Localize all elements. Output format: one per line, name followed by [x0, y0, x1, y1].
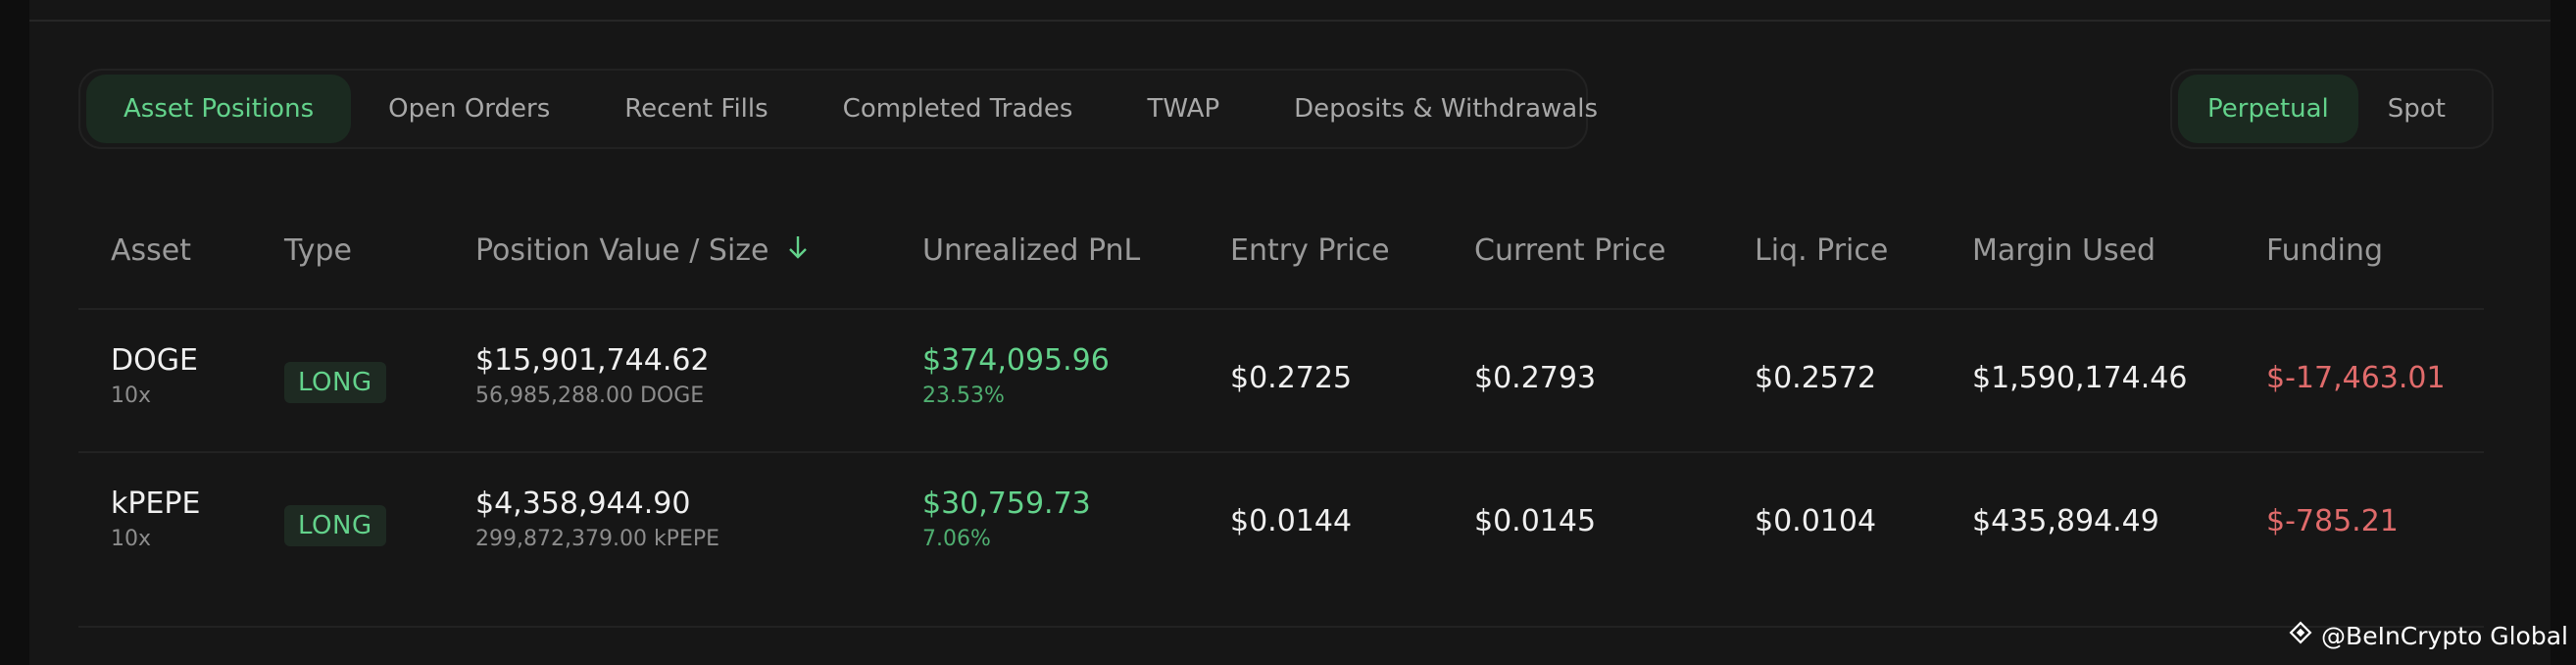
column-entry-price[interactable]: Entry Price — [1230, 233, 1390, 268]
tab-twap[interactable]: TWAP — [1147, 94, 1220, 124]
pnl-percent: 23.53% — [922, 384, 1005, 408]
watermark-text: @BeInCrypto Global — [2321, 621, 2568, 650]
asset-cell: kPEPE 10x — [111, 486, 200, 551]
funding-value: $-785.21 — [2266, 504, 2399, 538]
pnl-cell: $30,759.73 7.06% — [922, 486, 1091, 551]
position-cell: $15,901,744.62 56,985,288.00 DOGE — [475, 343, 710, 408]
tab-perpetual[interactable]: Perpetual — [2178, 75, 2358, 143]
position-cell: $4,358,944.90 299,872,379.00 kPEPE — [475, 486, 719, 551]
position-type-badge: LONG — [284, 505, 386, 546]
asset-leverage: 10x — [111, 527, 152, 551]
type-cell: LONG — [284, 362, 386, 403]
top-divider — [29, 20, 2551, 22]
tab-deposits-withdrawals[interactable]: Deposits & Withdrawals — [1294, 94, 1598, 124]
pnl-percent: 7.06% — [922, 527, 991, 551]
liq-price: $0.0104 — [1755, 504, 1877, 538]
tab-asset-positions[interactable]: Asset Positions — [86, 75, 352, 143]
pnl-cell: $374,095.96 23.53% — [922, 343, 1110, 408]
pnl-value: $374,095.96 — [922, 343, 1110, 378]
position-size: 299,872,379.00 kPEPE — [475, 527, 720, 551]
column-liq-price[interactable]: Liq. Price — [1755, 233, 1889, 268]
row-divider — [78, 451, 2484, 453]
tab-completed-trades[interactable]: Completed Trades — [842, 94, 1073, 124]
positions-tab-bar: Asset Positions Open Orders Recent Fills… — [78, 69, 1598, 149]
market-mode-toggle: Perpetual Spot — [2170, 69, 2494, 149]
entry-price: $0.2725 — [1230, 361, 1353, 395]
funding-value: $-17,463.01 — [2266, 361, 2446, 395]
table-header: Asset Type Position Value / Size Unreali… — [0, 233, 2576, 273]
tab-recent-fills[interactable]: Recent Fills — [624, 94, 768, 124]
column-position-value-label: Position Value / Size — [475, 233, 769, 268]
watermark: @BeInCrypto Global — [2288, 620, 2568, 651]
pnl-value: $30,759.73 — [922, 486, 1091, 521]
tab-spot[interactable]: Spot — [2387, 94, 2446, 124]
asset-name[interactable]: DOGE — [111, 343, 198, 378]
tab-open-orders[interactable]: Open Orders — [388, 94, 551, 124]
column-funding[interactable]: Funding — [2266, 233, 2384, 268]
asset-name[interactable]: kPEPE — [111, 486, 201, 521]
position-size: 56,985,288.00 DOGE — [475, 384, 705, 408]
arrow-down-icon[interactable] — [787, 234, 809, 267]
row-divider — [78, 308, 2484, 310]
entry-price: $0.0144 — [1230, 504, 1353, 538]
position-value: $4,358,944.90 — [475, 486, 691, 521]
position-type-badge: LONG — [284, 362, 386, 403]
current-price: $0.0145 — [1474, 504, 1597, 538]
asset-leverage: 10x — [111, 384, 152, 408]
left-edge — [0, 0, 29, 665]
type-cell: LONG — [284, 505, 386, 546]
margin-used: $435,894.49 — [1972, 504, 2159, 538]
beincrypto-logo-icon — [2288, 620, 2313, 651]
column-margin-used[interactable]: Margin Used — [1972, 233, 2156, 268]
right-edge — [2551, 0, 2576, 665]
column-current-price[interactable]: Current Price — [1474, 233, 1666, 268]
asset-cell: DOGE 10x — [111, 343, 198, 408]
column-type[interactable]: Type — [284, 233, 352, 268]
margin-used: $1,590,174.46 — [1972, 361, 2188, 395]
column-asset[interactable]: Asset — [111, 233, 192, 268]
current-price: $0.2793 — [1474, 361, 1597, 395]
column-position-value[interactable]: Position Value / Size — [475, 233, 809, 268]
position-value: $15,901,744.62 — [475, 343, 710, 378]
liq-price: $0.2572 — [1755, 361, 1877, 395]
table-bottom-divider — [78, 626, 2484, 628]
column-unrealized-pnl[interactable]: Unrealized PnL — [922, 233, 1141, 268]
